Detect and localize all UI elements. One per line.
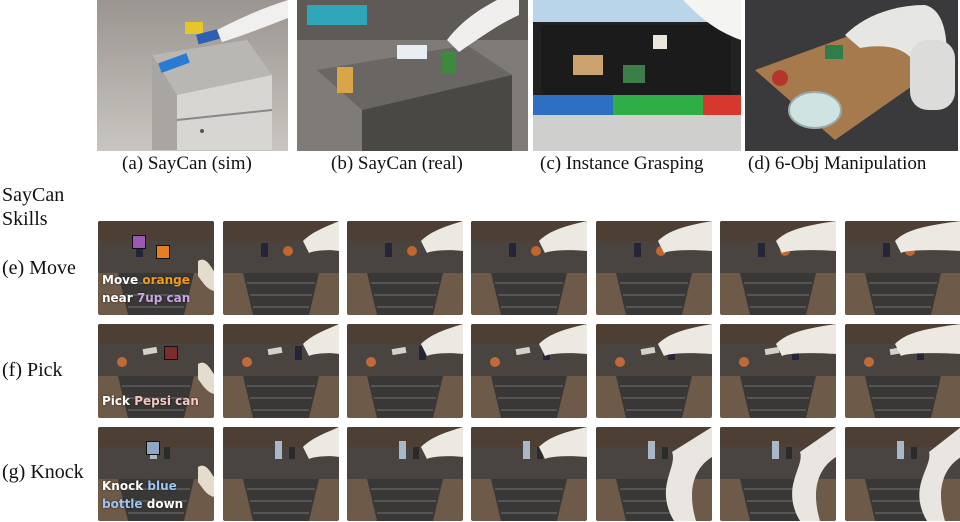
frame-move-step-2 <box>223 221 339 315</box>
frame-knock-step-4 <box>471 427 587 521</box>
skills-header-line2: Skills <box>2 208 48 230</box>
frame-knock-step-5 <box>596 427 712 521</box>
frame-knock-step-3 <box>347 427 463 521</box>
panel-saycan-real-image <box>297 0 528 151</box>
target-marker <box>164 346 178 360</box>
caption-instance-grasping: (c) Instance Grasping <box>540 153 704 174</box>
target-marker <box>156 245 170 259</box>
row-label-knock: (g) Knock <box>2 461 84 483</box>
frame-pick-step-1: Pick Pepsi can <box>98 324 214 418</box>
instruction-word: Move <box>102 273 143 287</box>
frame-move-step-1: Move orange near 7up can <box>98 221 214 315</box>
instruction-word: blue <box>147 479 177 493</box>
target-marker <box>132 235 146 249</box>
panel-instance-grasping-image <box>533 0 741 151</box>
frame-move-step-6 <box>720 221 836 315</box>
caption-6-obj-manipulation: (d) 6-Obj Manipulation <box>748 153 927 174</box>
caption-saycan-real: (b) SayCan (real) <box>331 153 463 174</box>
frame-knock-step-7 <box>845 427 960 521</box>
frame-move-step-4 <box>471 221 587 315</box>
frame-move-step-7 <box>845 221 960 315</box>
frame-pick-step-5 <box>596 324 712 418</box>
row-label-move: (e) Move <box>2 257 76 279</box>
frame-pick-step-4 <box>471 324 587 418</box>
instruction-knock-line2: bottle down <box>102 497 183 511</box>
instruction-word: bottle <box>102 497 143 511</box>
row-label-pick: (f) Pick <box>2 359 63 381</box>
instruction-knock-line1: Knock blue <box>102 479 177 493</box>
instruction-word: down <box>142 497 184 511</box>
instruction-pick-line1: Pick Pepsi can <box>102 394 199 408</box>
frame-knock-step-1: Knock blue bottle down <box>98 427 214 521</box>
frame-move-step-3 <box>347 221 463 315</box>
frame-move-step-5 <box>596 221 712 315</box>
instruction-word: 7up can <box>136 291 191 305</box>
frame-pick-step-3 <box>347 324 463 418</box>
instruction-move-line2: near 7up can <box>102 291 190 305</box>
panel-6-obj-manipulation-image <box>745 0 958 151</box>
frame-knock-step-2 <box>223 427 339 521</box>
target-marker <box>146 441 160 455</box>
frame-pick-step-6 <box>720 324 836 418</box>
caption-saycan-sim: (a) SayCan (sim) <box>122 153 252 174</box>
instruction-word: Pick <box>102 394 135 408</box>
frame-pick-step-7 <box>845 324 960 418</box>
instruction-word: near <box>102 291 137 305</box>
instruction-move-line1: Move orange <box>102 273 190 287</box>
skills-header-line1: SayCan <box>2 184 65 206</box>
instruction-word: orange <box>142 273 190 287</box>
frame-pick-step-2 <box>223 324 339 418</box>
panel-saycan-sim-image <box>97 0 288 151</box>
instruction-word: Knock <box>102 479 148 493</box>
instruction-word: Pepsi can <box>134 394 199 408</box>
frame-knock-step-6 <box>720 427 836 521</box>
